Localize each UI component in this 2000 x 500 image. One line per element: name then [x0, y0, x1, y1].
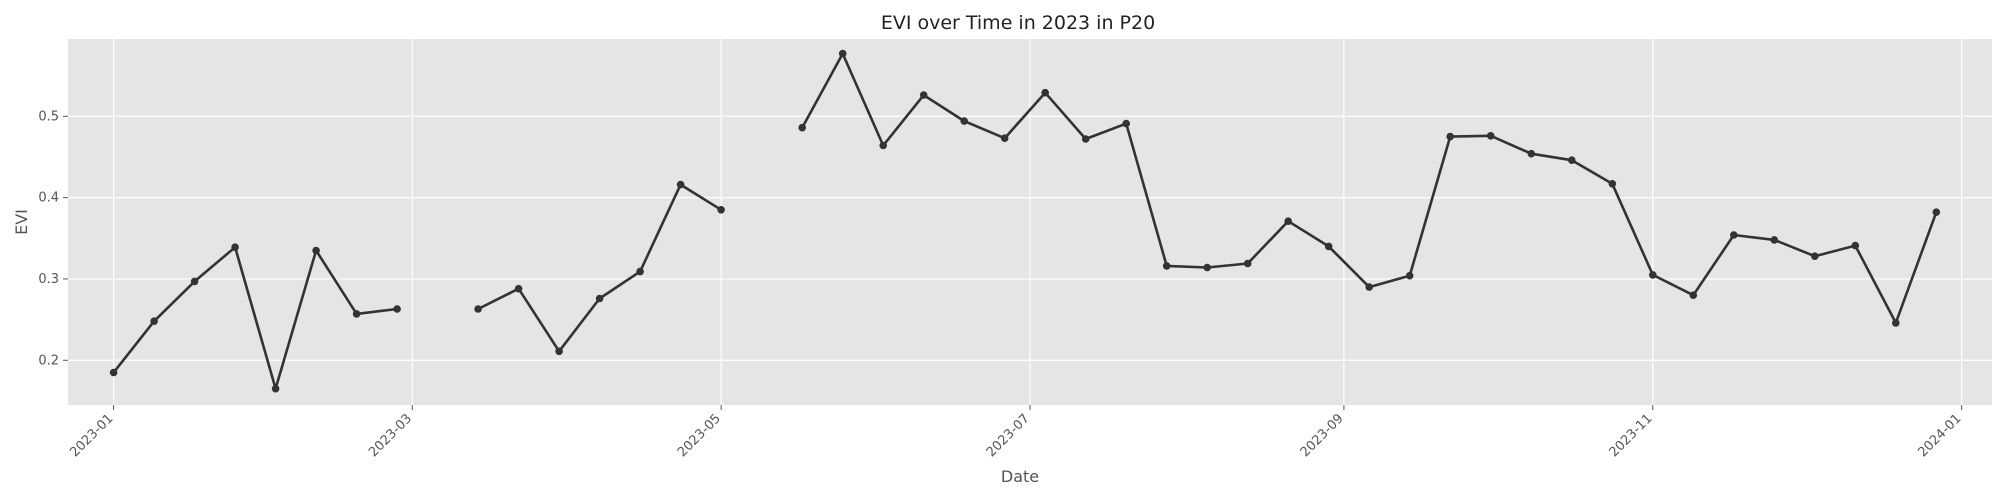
- data-point: [231, 243, 239, 251]
- data-point: [1284, 217, 1292, 225]
- y-axis-ticks: 0.2 0.3 0.4 0.5: [38, 109, 68, 368]
- data-point: [1405, 271, 1414, 280]
- data-point: [1892, 319, 1900, 327]
- data-point: [1689, 291, 1698, 300]
- data-point: [271, 384, 280, 393]
- series-line-segment: [112, 245, 398, 391]
- data-point: [312, 246, 320, 255]
- y-tick-label: 0.5: [38, 109, 59, 124]
- data-point: [393, 305, 401, 313]
- data-point: [1243, 259, 1252, 268]
- x-tick-label: 2023-09: [1298, 411, 1347, 460]
- data-point: [838, 49, 847, 58]
- data-point: [1730, 231, 1738, 239]
- y-tick-label: 0.4: [38, 191, 59, 206]
- data-point: [1203, 263, 1211, 272]
- data-point: [1851, 241, 1860, 250]
- data-point: [1568, 156, 1576, 164]
- data-point: [555, 347, 563, 356]
- data-point: [150, 317, 158, 326]
- data-point: [1527, 149, 1536, 158]
- x-tick-label: 2023-03: [366, 411, 415, 460]
- data-point: [1324, 242, 1333, 251]
- x-tick-label: 2023-05: [675, 411, 724, 460]
- data-point: [109, 368, 118, 377]
- data-point: [1365, 283, 1373, 291]
- y-axis-label: EVI: [12, 209, 31, 235]
- x-axis-label: Date: [1001, 467, 1039, 486]
- data-point: [1041, 88, 1049, 97]
- data-point: [1162, 262, 1171, 270]
- data-point: [190, 277, 199, 286]
- x-tick-label: 2023-07: [984, 411, 1033, 460]
- x-tick-label: 2023-11: [1607, 411, 1656, 460]
- data-point: [1608, 180, 1617, 188]
- data-point: [1446, 132, 1454, 141]
- data-point: [1932, 208, 1941, 216]
- x-axis-ticks: 2023-01 2023-03 2023-05 2023-07 2023-09 2023-…: [67, 405, 1964, 460]
- data-point: [595, 294, 604, 303]
- data-point: [798, 123, 806, 132]
- data-point: [960, 117, 968, 125]
- data-point: [474, 305, 482, 313]
- data-point: [919, 91, 928, 99]
- data-point: [514, 284, 523, 293]
- y-tick-label: 0.2: [38, 353, 59, 368]
- data-point: [1081, 135, 1090, 143]
- data-point: [1811, 252, 1819, 260]
- data-point: [1649, 271, 1657, 279]
- y-tick-label: 0.3: [38, 272, 59, 287]
- x-tick-label: 2024-01: [1915, 411, 1964, 460]
- x-tick-label: 2023-01: [67, 411, 116, 460]
- data-point: [676, 180, 685, 189]
- data-point: [352, 310, 361, 318]
- data-point: [1000, 134, 1009, 142]
- data-point: [879, 141, 887, 150]
- grid-lines: [68, 39, 1992, 405]
- data-point: [636, 267, 644, 276]
- data-point: [1122, 119, 1130, 128]
- data-point: [1486, 132, 1495, 140]
- chart-title: EVI over Time in 2023 in P20: [881, 12, 1155, 34]
- series-layer: [109, 49, 1941, 393]
- data-point: [717, 206, 725, 214]
- data-point: [1770, 236, 1779, 244]
